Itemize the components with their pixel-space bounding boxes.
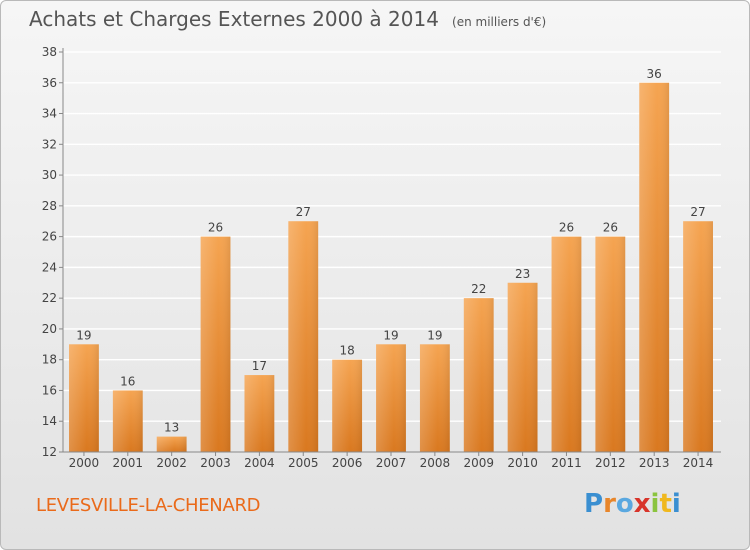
data-label: 27 (296, 205, 311, 219)
logo-letter: P (584, 489, 604, 519)
logo-letter: i (650, 489, 660, 519)
y-tick-label: 18 (42, 353, 57, 367)
data-label: 26 (208, 221, 223, 235)
bar-shade (156, 436, 187, 452)
bar-shade (288, 221, 319, 452)
y-tick-label: 30 (42, 168, 57, 182)
x-tick-label: 2012 (595, 456, 626, 470)
bar-shade (244, 375, 275, 452)
y-tick-label: 26 (42, 230, 57, 244)
x-tick-label: 2003 (200, 456, 231, 470)
x-tick-label: 2004 (244, 456, 275, 470)
logo-letter: i (671, 489, 681, 519)
y-tick-label: 12 (42, 445, 57, 459)
y-tick-label: 14 (42, 414, 57, 428)
bar-shade (463, 298, 494, 452)
bar-shade (551, 236, 582, 452)
y-tick-label: 38 (42, 45, 57, 59)
data-label: 19 (76, 328, 91, 342)
y-tick-label: 24 (42, 260, 57, 274)
chart-unit-note: (en milliers d'€) (452, 15, 547, 29)
x-tick-label: 2011 (551, 456, 582, 470)
x-tick-label: 2007 (376, 456, 407, 470)
y-tick-label: 22 (42, 291, 57, 305)
commune-name: LEVESVILLE-LA-CHENARD (36, 495, 261, 516)
x-tick-label: 2001 (113, 456, 144, 470)
x-tick-label: 2002 (156, 456, 187, 470)
y-tick-label: 36 (42, 76, 57, 90)
axis-layer: 12 14 16 18 20 22 24 26 28 30 32 34 36 38 2000 2001 2002… (42, 45, 721, 470)
data-label: 18 (339, 344, 354, 358)
x-tick-label: 2006 (332, 456, 363, 470)
data-label: 17 (252, 359, 267, 373)
proxiti-logo: Proxiti (584, 489, 681, 519)
logo-letter: t (659, 489, 672, 519)
bar-shade (595, 236, 626, 452)
data-label: 22 (471, 282, 486, 296)
logo-letter: o (615, 489, 634, 519)
y-tick-label: 20 (42, 322, 57, 336)
data-label: 13 (164, 421, 179, 435)
x-tick-label: 2000 (69, 456, 100, 470)
data-label: 19 (383, 328, 398, 342)
bar-shade (332, 359, 363, 452)
bar-shade (200, 236, 231, 452)
bar-shade (639, 82, 670, 453)
data-label: 36 (647, 67, 662, 81)
bar-shade (376, 344, 406, 452)
x-tick-label: 2005 (288, 456, 319, 470)
y-tick-label: 32 (42, 137, 57, 151)
bar-shade (683, 221, 713, 452)
logo-letter: r (603, 489, 616, 519)
bar-shade (507, 282, 538, 452)
x-tick-label: 2013 (639, 456, 670, 470)
bar-shade (419, 344, 450, 452)
x-tick-label: 2008 (420, 456, 451, 470)
bar-shade (69, 344, 99, 452)
y-tick-label: 28 (42, 199, 57, 213)
data-label: 16 (120, 374, 135, 388)
bar-shade (112, 390, 143, 452)
x-tick-label: 2010 (507, 456, 538, 470)
y-tick-label: 34 (42, 107, 57, 121)
chart-title: Achats et Charges Externes 2000 à 2014 (… (29, 7, 546, 31)
data-label: 19 (427, 328, 442, 342)
data-label: 23 (515, 267, 530, 281)
y-tick-label: 16 (42, 383, 57, 397)
x-tick-label: 2009 (463, 456, 494, 470)
bar-layer (69, 82, 713, 453)
x-tick-label: 2014 (683, 456, 714, 470)
data-label: 26 (603, 221, 618, 235)
chart-title-text: Achats et Charges Externes 2000 à 2014 (29, 7, 439, 31)
data-label: 27 (690, 205, 705, 219)
label-layer: 19 16 13 26 17 27 18 19 19 22 23 26 26 36 27 (76, 67, 705, 435)
logo-letter: x (633, 489, 651, 519)
data-label: 26 (559, 221, 574, 235)
